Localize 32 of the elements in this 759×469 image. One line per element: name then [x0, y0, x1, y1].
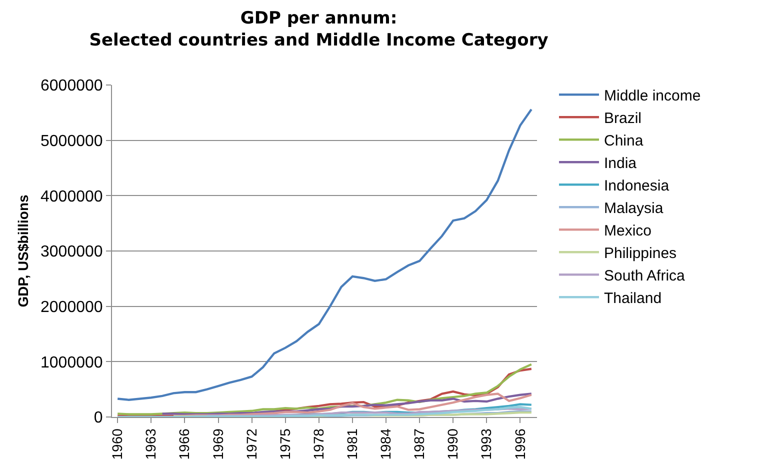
x-tick-label: 1981	[344, 428, 360, 460]
legend-label: Brazil	[604, 110, 642, 127]
x-tick-label: 1975	[276, 428, 293, 460]
x-tick-label: 1990	[444, 428, 461, 460]
legend-label: Middle income	[604, 87, 701, 104]
legend-label: South Africa	[604, 267, 686, 284]
y-tick-label: 3000000	[40, 244, 103, 261]
legend-label: China	[604, 132, 644, 150]
legend-label: Indonesia	[604, 177, 670, 194]
chart-title: GDP per annum: Selected countries and Middle Income Category	[89, 8, 548, 51]
y-tick-label: 0	[94, 410, 103, 427]
x-tick-label: 1978	[310, 428, 326, 460]
x-tick-label: 1984	[378, 428, 394, 460]
legend-label: Philippines	[604, 244, 677, 262]
legend-label: India	[604, 154, 638, 172]
x-tick-label: 1969	[210, 428, 226, 460]
x-tick-label: 1996	[512, 428, 528, 460]
y-tick-label: 4000000	[40, 188, 103, 206]
x-tick-label: 1966	[176, 428, 192, 460]
y-tick-label: 5000000	[40, 132, 103, 150]
y-axis-title: GDP, US$billions	[15, 194, 32, 308]
y-tick-label: 6000000	[40, 78, 103, 95]
x-tick-label: 1960	[109, 428, 126, 460]
x-tick-label: 1993	[478, 428, 494, 460]
legend-label: Thailand	[604, 290, 662, 307]
x-tick-label: 1963	[142, 428, 159, 460]
legend-label: Mexico	[604, 222, 652, 240]
y-tick-label: 1000000	[40, 354, 103, 372]
y-tick-label: 2000000	[40, 298, 103, 316]
legend-label: Malaysia	[604, 200, 664, 217]
x-tick-label: 1987	[411, 428, 428, 460]
x-tick-label: 1972	[243, 428, 260, 460]
